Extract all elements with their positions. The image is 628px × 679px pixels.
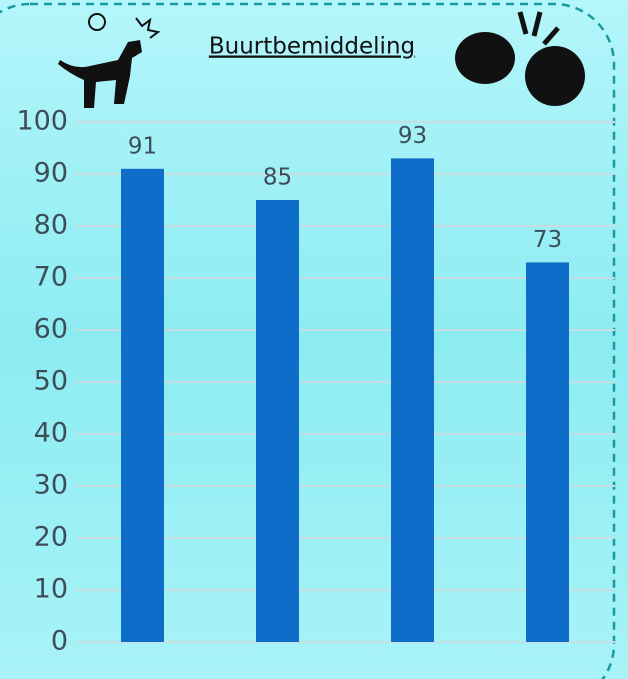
chart-title: Buurtbemiddeling [209, 34, 415, 60]
bar [391, 158, 434, 642]
y-tick-label: 0 [51, 626, 68, 657]
bar [121, 168, 164, 643]
bar [526, 262, 569, 642]
y-tick-label: 20 [34, 522, 68, 553]
y-tick-label: 50 [34, 366, 68, 397]
y-tick-label: 80 [34, 210, 68, 241]
dog-icon [58, 13, 161, 108]
y-tick-label: 100 [16, 106, 68, 137]
y-tick-label: 40 [34, 418, 68, 449]
data-label: 93 [398, 123, 427, 149]
y-tick-label: 10 [34, 574, 68, 605]
data-label: 73 [533, 227, 562, 253]
fists-icon [455, 11, 585, 106]
data-label: 91 [128, 133, 157, 159]
y-tick-label: 70 [34, 262, 68, 293]
data-label: 85 [263, 165, 292, 191]
bar [256, 200, 299, 642]
y-tick-label: 30 [34, 470, 68, 501]
y-tick-label: 90 [34, 158, 68, 189]
y-tick-label: 60 [34, 314, 68, 345]
